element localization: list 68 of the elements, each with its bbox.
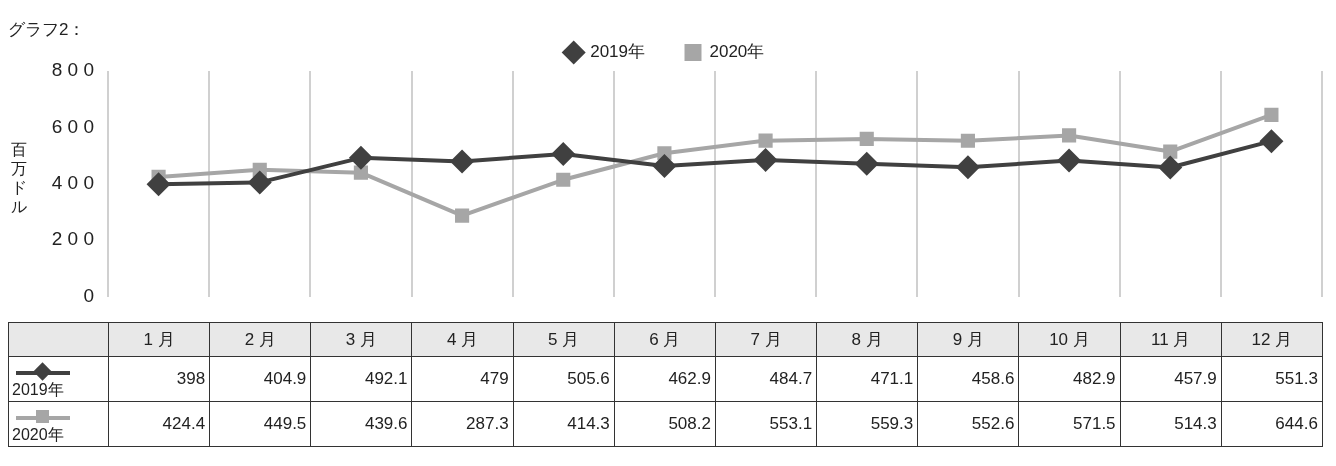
- text: 2019年: [12, 381, 64, 398]
- point: [146, 172, 171, 197]
- y-tick-label: 8 0 0: [51, 59, 94, 81]
- data-label: 404.9: [209, 356, 311, 402]
- data-label: 484.7: [715, 356, 817, 402]
- data-label: 514.3: [1120, 401, 1222, 447]
- data-label: 462.9: [614, 356, 716, 402]
- point: [1163, 144, 1178, 159]
- data-label: 559.3: [816, 401, 918, 447]
- y-axis-title: 百万ドル: [10, 140, 28, 216]
- data-label: 457.9: [1120, 356, 1222, 402]
- x-tick-label: 6 月: [614, 322, 716, 357]
- point: [1062, 128, 1077, 143]
- data-label: 508.2: [614, 401, 716, 447]
- point: [247, 170, 272, 195]
- data-label: 551.3: [1221, 356, 1323, 402]
- data-label: 449.5: [209, 401, 311, 447]
- data-label: 287.3: [411, 401, 514, 447]
- data-label: 571.5: [1018, 401, 1121, 447]
- point: [348, 145, 373, 170]
- data-label: 552.6: [917, 401, 1019, 447]
- point: [758, 133, 773, 148]
- x-tick-label: 3 月: [310, 322, 412, 357]
- point: [1057, 148, 1082, 173]
- data-label: 644.6: [1221, 401, 1323, 447]
- data-label: 553.1: [715, 401, 817, 447]
- point: [652, 154, 677, 179]
- data-label: 414.3: [513, 401, 615, 447]
- point: [455, 208, 470, 223]
- point: [753, 147, 778, 172]
- legend-label: 2020年: [709, 42, 765, 62]
- point: [450, 149, 475, 174]
- data-label: 398: [108, 356, 210, 402]
- point: [1259, 129, 1284, 154]
- point: [859, 131, 874, 146]
- x-tick-label: 2 月: [209, 322, 311, 357]
- x-tick-label: 12 月: [1221, 322, 1323, 357]
- y-tick-label: 0: [83, 284, 94, 306]
- y-tick-label: 4 0 0: [51, 172, 94, 194]
- point: [854, 151, 879, 176]
- legend-label: 2019年: [590, 42, 646, 62]
- x-tick-label: 1 月: [108, 322, 210, 357]
- x-tick-label: 9 月: [917, 322, 1019, 357]
- data-label: 471.1: [816, 356, 918, 402]
- point: [960, 133, 975, 148]
- x-tick-label: 4 月: [411, 322, 514, 357]
- data-label: 482.9: [1018, 356, 1121, 402]
- data-label: 458.6: [917, 356, 1019, 402]
- chart-title: グラフ2：: [8, 19, 86, 41]
- data-label: 479: [411, 356, 514, 402]
- x-tick-label: 8 月: [816, 322, 918, 357]
- point: [955, 155, 980, 180]
- y-tick-label: 2 0 0: [51, 228, 94, 250]
- y-tick-label: 6 0 0: [51, 115, 94, 137]
- x-tick-label: 10 月: [1018, 322, 1121, 357]
- point: [551, 142, 576, 167]
- text: 2020年: [12, 426, 64, 443]
- point: [353, 165, 368, 180]
- data-label: 492.1: [310, 356, 412, 402]
- point: [1158, 155, 1183, 180]
- data-label: 439.6: [310, 401, 412, 447]
- x-tick-label: 7 月: [715, 322, 817, 357]
- x-tick-label: 11 月: [1120, 322, 1222, 357]
- data-label: 505.6: [513, 356, 615, 402]
- x-tick-label: 5 月: [513, 322, 615, 357]
- data-label: 424.4: [108, 401, 210, 447]
- point: [1264, 107, 1279, 122]
- point: [556, 172, 571, 187]
